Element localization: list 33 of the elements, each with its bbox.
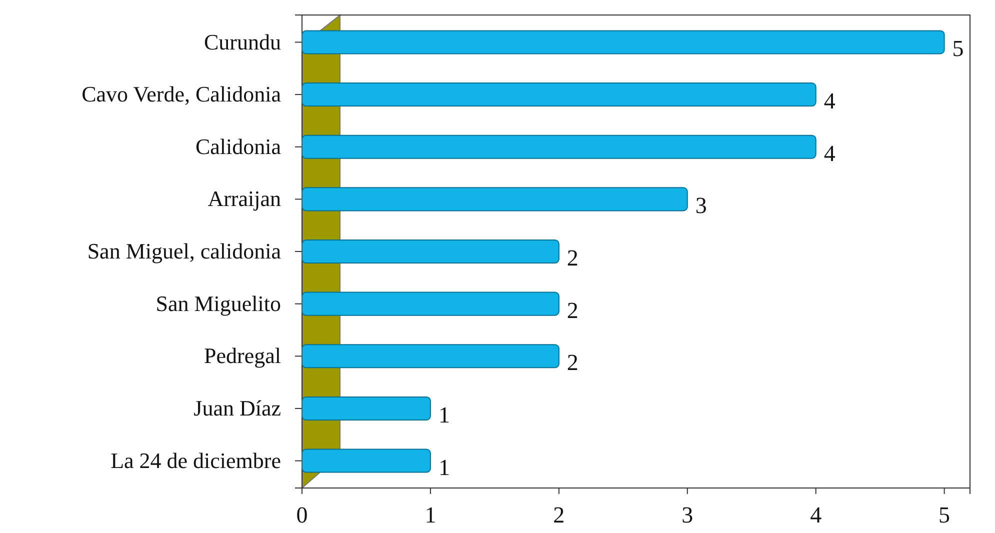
x-tick-label: 4: [810, 502, 822, 528]
x-tick-label: 5: [938, 502, 950, 528]
x-tick-label: 0: [296, 502, 308, 528]
data-label: 2: [566, 350, 578, 376]
data-label: 3: [695, 193, 707, 218]
data-label: 4: [824, 88, 836, 114]
x-tick-label: 2: [553, 502, 565, 528]
bar: [302, 187, 688, 212]
x-tick-label: 3: [682, 502, 694, 528]
bar: [302, 396, 431, 420]
data-label: 2: [566, 246, 578, 270]
bar: [302, 134, 816, 159]
data-label: 1: [438, 402, 450, 428]
y-tick-label: La 24 de diciembre: [110, 448, 281, 473]
data-label: 2: [566, 298, 578, 323]
y-tick-label: San Miguelito: [156, 290, 281, 316]
bar: [302, 30, 945, 54]
x-tick-label: 1: [424, 502, 436, 528]
bar: [302, 82, 816, 107]
data-label: 5: [952, 36, 964, 62]
bar: [302, 239, 560, 264]
y-tick-label: Pedregal: [204, 343, 281, 368]
data-label: 1: [438, 454, 450, 480]
y-tick-label: San Miguel, calidonia: [87, 238, 282, 264]
y-tick-label: Curundu: [204, 29, 281, 54]
y-tick-label: Cavo Verde, Calidonia: [82, 82, 282, 107]
bar: [302, 344, 560, 368]
y-tick-label: Arraijan: [208, 186, 281, 212]
bar: [302, 292, 560, 316]
y-tick-label: Juan Díaz: [194, 396, 282, 421]
data-label: 4: [824, 140, 836, 166]
bar: [302, 448, 431, 473]
y-tick-label: Calidonia: [195, 134, 282, 159]
